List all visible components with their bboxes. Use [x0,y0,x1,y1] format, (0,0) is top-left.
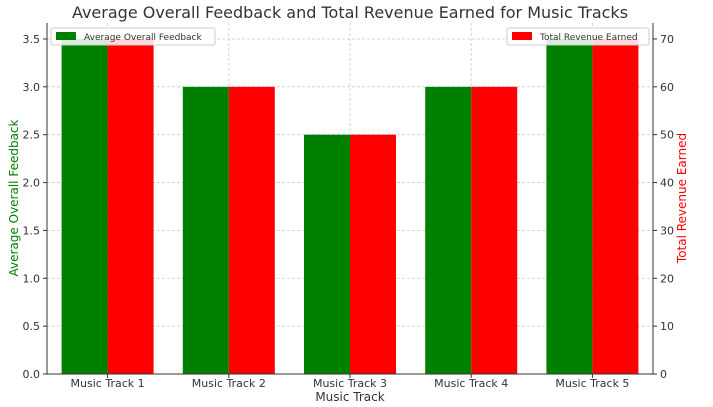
y-tick-label-left: 3.0 [23,81,41,94]
x-tick-label: Music Track 4 [434,377,508,390]
bar-feedback-4 [425,86,472,374]
bar-feedback-2 [182,86,229,374]
y-tick-label-right: 0 [660,368,667,381]
x-tick-label: Music Track 3 [313,377,387,390]
axes [43,23,657,378]
y-tick-label-right: 30 [660,224,674,237]
x-axis-label: Music Track [315,390,384,404]
bar-revenue-5 [592,38,639,374]
bars [61,38,639,375]
y-tick-label-right: 10 [660,320,674,333]
bar-feedback-1 [61,38,108,375]
legend-left: Average Overall Feedback [50,27,216,46]
bar-feedback-3 [304,134,350,374]
y-tick-label-left: 0.5 [23,320,41,333]
legend-right-box [506,27,650,46]
legend-left-box [50,27,216,46]
legend-swatch-feedback [56,32,76,40]
bar-revenue-1 [107,38,154,374]
y-tick-label-right: 70 [660,33,674,46]
bar-revenue-4 [471,86,518,374]
x-tick-label: Music Track 1 [71,377,145,390]
legend-swatch-revenue [512,32,532,40]
y-tick-label-left: 0.0 [23,368,41,381]
y-tick-label-left: 1.0 [23,272,41,285]
chart-title: Average Overall Feedback and Total Reven… [72,3,628,22]
y-axis-label-right: Total Revenue Earned [675,133,689,264]
y-tick-label-left: 3.5 [23,33,41,46]
legend-label-feedback: Average Overall Feedback [84,33,202,43]
y-tick-label-left: 2.0 [23,177,41,190]
bar-feedback-5 [546,38,593,375]
x-tick-label: Music Track 2 [192,377,266,390]
legend-right: Total Revenue Earned [506,27,650,46]
y-axis-label-left: Average Overall Feedback [7,119,21,276]
x-tick-label: Music Track 5 [555,377,629,390]
legend-label-revenue: Total Revenue Earned [539,33,638,43]
y-tick-label-right: 40 [660,177,674,190]
bar-revenue-3 [350,134,396,374]
bar-revenue-2 [228,86,275,374]
y-tick-label-left: 1.5 [23,224,41,237]
y-tick-label-right: 50 [660,129,674,142]
tick-labels: 0.0 0.5 1.0 1.5 2.0 2.5 3.0 3.5 0 10 20 30 40 50 60 70 M… [23,33,675,390]
y-tick-label-right: 20 [660,272,674,285]
y-tick-label-right: 60 [660,81,674,94]
y-tick-label-left: 2.5 [23,129,41,142]
